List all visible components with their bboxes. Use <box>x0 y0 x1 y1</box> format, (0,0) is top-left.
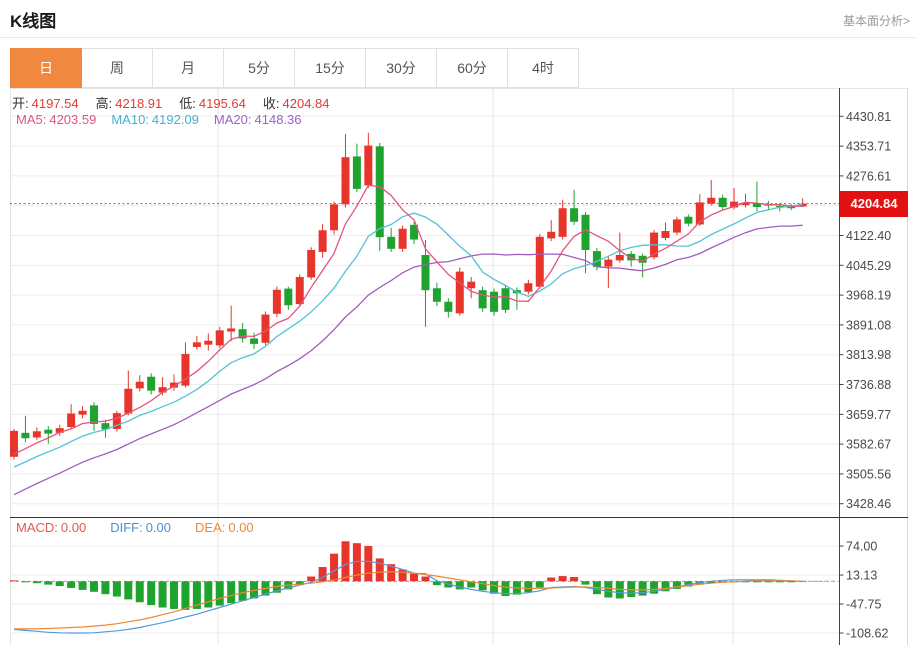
axis-label: 4122.40 <box>846 229 891 243</box>
axis-label: 4045.29 <box>846 259 891 273</box>
ma20-line <box>13 224 803 496</box>
tab-15min[interactable]: 15分 <box>295 48 366 88</box>
ohlc-legend: 开: 4197.54 高: 4218.91 低: 4195.64 收: 4204.84 <box>12 93 347 112</box>
axis-label: 74.00 <box>846 540 877 554</box>
plot-borders <box>10 88 908 645</box>
macd-readout: MACD: 0.00 <box>16 520 87 535</box>
axis-label: 4430.81 <box>846 110 891 124</box>
candlestick-layer <box>10 132 807 460</box>
high-readout: 高: 4218.91 <box>95 96 163 111</box>
tab-week[interactable]: 周 <box>82 48 153 88</box>
axis-label: -108.62 <box>846 627 888 641</box>
axis-label: 3813.98 <box>846 348 891 362</box>
fundamental-analysis-link[interactable]: 基本面分析> <box>842 14 910 28</box>
axis-label: 13.13 <box>846 569 877 583</box>
tab-5min[interactable]: 5分 <box>224 48 295 88</box>
axis-label: 3582.67 <box>846 438 891 452</box>
ma5-readout: MA5: 4203.59 <box>16 112 97 127</box>
axis-label: 3428.46 <box>846 497 891 511</box>
open-readout: 开: 4197.54 <box>12 96 79 111</box>
tab-4hour[interactable]: 4时 <box>508 48 579 88</box>
header-divider <box>0 37 916 38</box>
ma10-line <box>13 203 803 468</box>
tab-30min[interactable]: 30分 <box>366 48 437 88</box>
diff-line <box>13 560 803 634</box>
tab-day[interactable]: 日 <box>10 48 82 88</box>
axis-label: 4276.61 <box>846 169 891 183</box>
axis-label: 3659.77 <box>846 408 891 422</box>
ma10-readout: MA10: 4192.09 <box>111 112 199 127</box>
ma-legend: MA5: 4203.59 MA10: 4192.09 MA20: 4148.36 <box>16 112 317 127</box>
low-readout: 低: 4195.64 <box>179 96 246 111</box>
current-price-marker: 4204.84 <box>840 190 908 217</box>
axis-label: 3968.19 <box>846 289 891 303</box>
ma5-line <box>13 184 803 455</box>
tab-60min[interactable]: 60分 <box>437 48 508 88</box>
ma20-readout: MA20: 4148.36 <box>213 112 302 127</box>
diff-readout: DIFF: 0.00 <box>110 520 172 535</box>
page-title: K线图 <box>10 12 57 31</box>
macd-layer <box>10 541 839 634</box>
axis-label: 3736.88 <box>846 378 891 392</box>
axis-label: 4353.71 <box>846 140 891 154</box>
dea-readout: DEA: 0.00 <box>195 520 254 535</box>
axis-label: 3891.08 <box>846 318 891 332</box>
kline-chart[interactable]: 4430.81 4353.71 4276.61 4122.40 4045.29 3968.… <box>0 88 916 645</box>
tab-month[interactable]: 月 <box>153 48 224 88</box>
gridlines <box>10 88 839 645</box>
price-axis: 4430.81 4353.71 4276.61 4122.40 4045.29 3968.… <box>839 88 891 645</box>
close-readout: 收: 4204.84 <box>262 96 330 111</box>
dea-line <box>14 571 803 630</box>
ma-lines-layer <box>13 184 803 496</box>
macd-legend: MACD: 0.00 DIFF: 0.00 DEA: 0.00 <box>16 520 278 535</box>
interval-tabbar: 日周月 5分 15分 30分 60分 4时 <box>10 48 579 88</box>
axis-label: -47.75 <box>846 598 881 612</box>
axis-label: 3505.56 <box>846 467 891 481</box>
